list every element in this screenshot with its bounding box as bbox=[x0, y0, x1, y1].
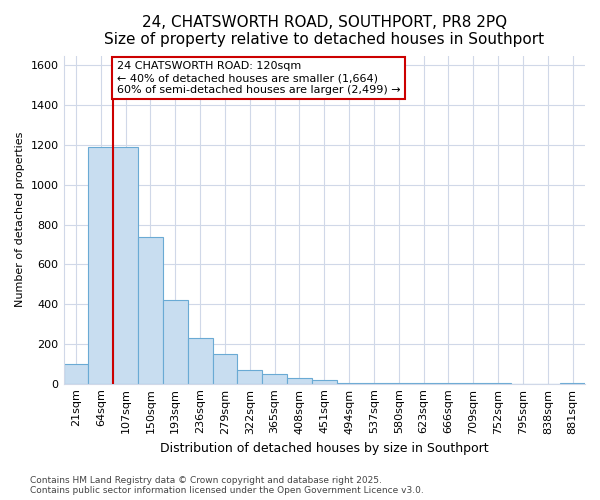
Bar bbox=[337, 382, 362, 384]
Bar bbox=[262, 374, 287, 384]
Bar bbox=[138, 236, 163, 384]
X-axis label: Distribution of detached houses by size in Southport: Distribution of detached houses by size … bbox=[160, 442, 488, 455]
Y-axis label: Number of detached properties: Number of detached properties bbox=[15, 132, 25, 308]
Bar bbox=[312, 380, 337, 384]
Bar bbox=[212, 354, 238, 384]
Text: Contains HM Land Registry data © Crown copyright and database right 2025.
Contai: Contains HM Land Registry data © Crown c… bbox=[30, 476, 424, 495]
Title: 24, CHATSWORTH ROAD, SOUTHPORT, PR8 2PQ
Size of property relative to detached ho: 24, CHATSWORTH ROAD, SOUTHPORT, PR8 2PQ … bbox=[104, 15, 544, 48]
Bar bbox=[386, 383, 411, 384]
Bar bbox=[64, 364, 88, 384]
Bar bbox=[113, 147, 138, 384]
Bar bbox=[287, 378, 312, 384]
Bar bbox=[238, 370, 262, 384]
Bar bbox=[88, 147, 113, 384]
Bar bbox=[188, 338, 212, 384]
Bar bbox=[362, 382, 386, 384]
Text: 24 CHATSWORTH ROAD: 120sqm
← 40% of detached houses are smaller (1,664)
60% of s: 24 CHATSWORTH ROAD: 120sqm ← 40% of deta… bbox=[117, 62, 401, 94]
Bar bbox=[163, 300, 188, 384]
